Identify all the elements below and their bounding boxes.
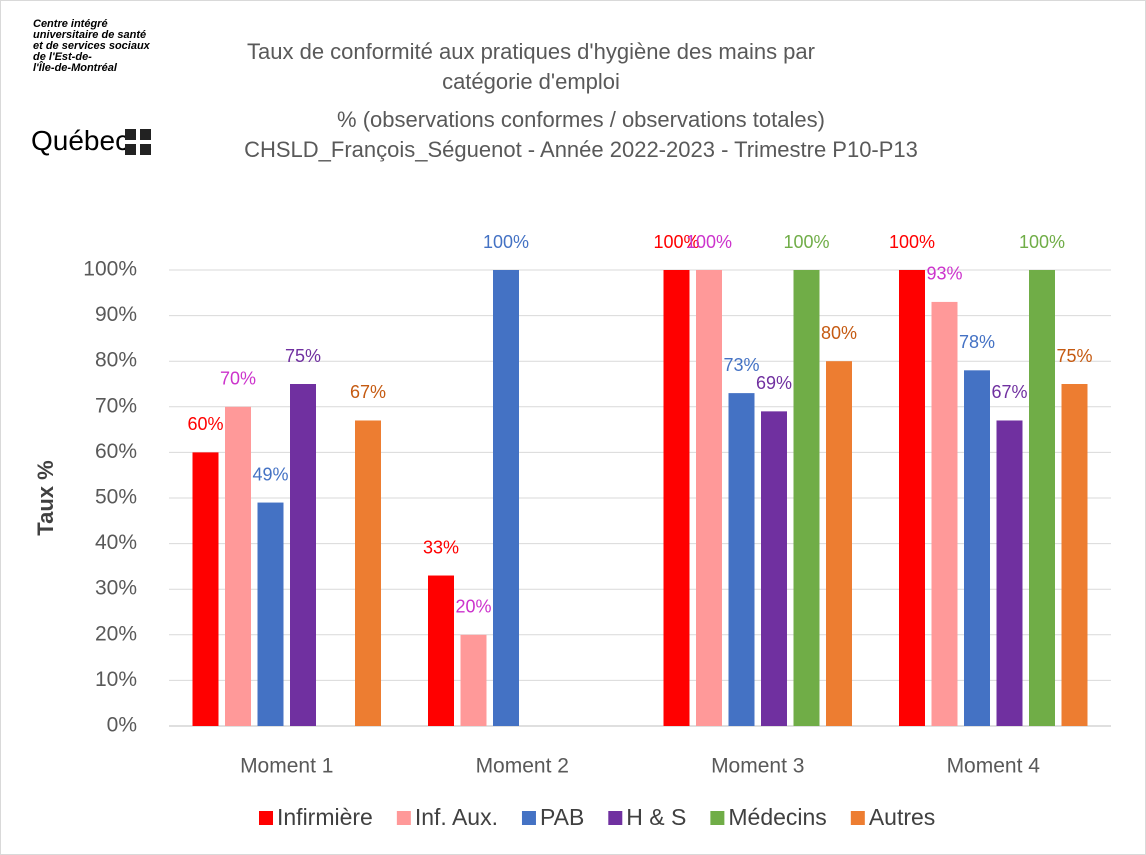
bar <box>355 420 381 726</box>
bar <box>964 370 990 726</box>
bar <box>192 452 219 726</box>
legend-label: Infirmière <box>277 804 373 830</box>
y-tick-label: 80% <box>95 349 137 372</box>
legend-swatch <box>521 811 536 825</box>
chart-subtitle: % (observations conformes / observations… <box>337 107 825 132</box>
value-label: 100% <box>483 232 529 252</box>
value-label: 100% <box>686 232 732 252</box>
legend-swatch <box>608 811 623 825</box>
value-label: 33% <box>423 537 459 557</box>
bar <box>761 411 787 726</box>
value-label: 93% <box>926 264 962 284</box>
bar <box>460 634 487 726</box>
value-label: 80% <box>821 323 857 343</box>
x-tick-label: Moment 2 <box>476 755 569 778</box>
bar <box>696 270 722 726</box>
chart-title: Taux de conformité aux pratiques d'hygiè… <box>247 39 815 94</box>
y-tick-label: 20% <box>95 622 137 645</box>
logo: Centre intégré universitaire de santé et d… <box>33 19 150 74</box>
bar <box>225 406 251 726</box>
y-tick-label: 60% <box>95 440 137 463</box>
logo-line: Centre intégré <box>33 18 108 30</box>
bar <box>931 301 958 726</box>
bar <box>493 270 519 726</box>
y-tick-label: 10% <box>95 668 137 691</box>
chart-subtitle: CHSLD_François_Séguenot - Année 2022-202… <box>244 137 918 162</box>
bar <box>290 384 316 726</box>
logo-line: de l'Est-de- <box>33 51 92 63</box>
legend-label: Autres <box>869 804 935 830</box>
legend-swatch <box>850 811 865 825</box>
y-axis-label: Taux % <box>33 460 58 535</box>
logo-line: universitaire de santé <box>33 29 147 41</box>
bar <box>257 502 284 726</box>
value-label: 75% <box>1056 346 1092 366</box>
value-label: 69% <box>756 373 792 393</box>
legend-swatch <box>396 811 411 825</box>
bar <box>996 420 1023 726</box>
bar <box>793 270 820 726</box>
value-label: 20% <box>455 597 491 617</box>
y-tick-label: 50% <box>95 486 137 509</box>
legend-swatch <box>259 811 273 825</box>
value-label: 100% <box>889 232 935 252</box>
value-label: 75% <box>285 346 321 366</box>
y-tick-label: 30% <box>95 577 137 600</box>
value-label: 100% <box>783 232 829 252</box>
bar <box>1029 270 1055 726</box>
logo-line: et de services sociaux <box>33 40 150 52</box>
bar <box>728 393 755 726</box>
value-label: 60% <box>187 414 223 434</box>
y-tick-label: 70% <box>95 394 137 417</box>
logo-brand: Québec <box>31 125 130 156</box>
value-label: 67% <box>991 382 1027 402</box>
legend-label: Inf. Aux. <box>415 804 498 830</box>
value-label: 78% <box>959 332 995 352</box>
bar <box>1061 384 1088 726</box>
bar <box>899 270 925 726</box>
legend-label: Médecins <box>728 804 826 830</box>
x-tick-label: Moment 1 <box>240 755 333 778</box>
value-label: 100% <box>1019 232 1065 252</box>
value-label: 100% <box>653 232 699 252</box>
legend-label: PAB <box>540 804 584 830</box>
x-tick-label: Moment 3 <box>711 755 804 778</box>
legend-label: H & S <box>626 804 686 830</box>
logo-line: l'Île-de-Montréal <box>33 62 117 74</box>
legend-swatch <box>710 811 725 825</box>
y-tick-label: 100% <box>83 258 137 281</box>
value-label: 49% <box>252 464 288 484</box>
value-label: 73% <box>723 355 759 375</box>
bar <box>826 361 852 726</box>
y-tick-label: 90% <box>95 303 137 326</box>
bar <box>428 575 454 726</box>
bar <box>663 270 690 726</box>
value-label: 70% <box>220 369 256 389</box>
y-tick-label: 0% <box>107 714 137 737</box>
logo-flag <box>125 129 151 155</box>
x-tick-label: Moment 4 <box>947 755 1041 778</box>
y-tick-label: 40% <box>95 531 137 554</box>
value-label: 67% <box>350 382 386 402</box>
